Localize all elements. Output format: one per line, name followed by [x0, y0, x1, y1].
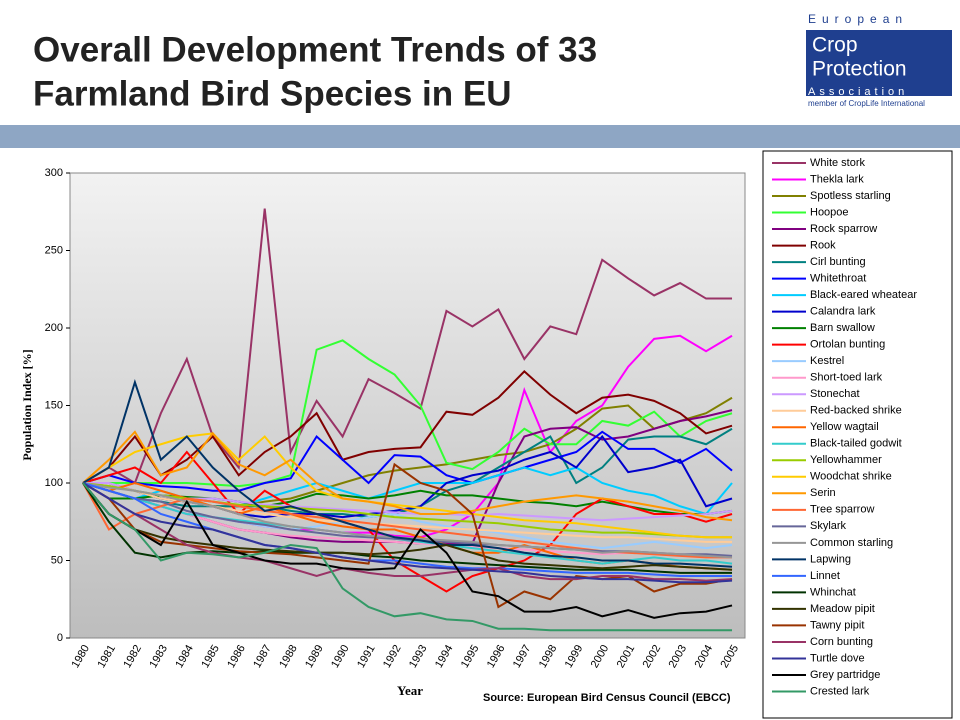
legend-label: Rock sparrow	[810, 223, 877, 235]
y-tick-label: 0	[57, 632, 63, 644]
y-axis-label: Population Index [%]	[20, 349, 34, 460]
y-tick-label: 150	[45, 399, 63, 411]
title-line: Overall Development Trends of 33	[33, 30, 597, 69]
legend-label: White stork	[810, 157, 866, 169]
series-line	[82, 482, 733, 559]
legend-label: Black-tailed godwit	[810, 438, 902, 450]
legend-label: Hoopoe	[810, 206, 849, 218]
series-line	[82, 450, 733, 593]
series-line	[82, 482, 733, 577]
legend-label: Turtle dove	[810, 652, 865, 664]
title-line: Farmland Bird Species in EU	[33, 74, 511, 113]
legend-label: Lapwing	[810, 553, 851, 565]
x-tick-label: 2003	[667, 643, 690, 670]
source-note: Source: European Bird Census Council (EB…	[483, 692, 731, 704]
series-line	[82, 482, 733, 584]
x-axis-label: Year	[397, 683, 423, 698]
y-tick-label: 200	[45, 322, 63, 334]
x-tick-label: 1989	[303, 643, 326, 670]
logo-box	[806, 30, 952, 96]
x-tick-label: 2000	[589, 643, 612, 670]
legend-label: Thekla lark	[810, 173, 864, 185]
legend-label: Rook	[810, 239, 836, 251]
legend-label: Yellowhammer	[810, 454, 882, 466]
header-band	[0, 125, 960, 148]
legend-box	[762, 150, 953, 719]
legend-label: Black-eared wheatear	[810, 289, 917, 301]
legend-label: Serin	[810, 487, 836, 499]
x-tick-label: 1993	[407, 643, 430, 670]
legend-label: Short-toed lark	[810, 372, 883, 384]
legend-label: Tree sparrow	[810, 504, 874, 516]
y-tick-label: 100	[45, 477, 63, 489]
x-tick-label: 2002	[641, 643, 664, 670]
x-tick-label: 1995	[459, 643, 482, 670]
legend-label: Whinchat	[810, 586, 856, 598]
legend-label: Kestrel	[810, 355, 844, 367]
x-tick-label: 1992	[381, 643, 404, 670]
series-line	[82, 339, 733, 488]
legend-label: Whitethroat	[810, 273, 866, 285]
legend-label: Corn bunting	[810, 636, 873, 648]
series-line	[82, 482, 733, 571]
x-tick-label: 1982	[121, 643, 144, 670]
legend-label: Cirl bunting	[810, 256, 866, 268]
x-tick-label: 1997	[511, 643, 534, 670]
x-tick-label: 1987	[251, 643, 274, 670]
series-line	[82, 432, 733, 539]
x-tick-label: 1996	[485, 643, 508, 670]
legend-label: Woodchat shrike	[810, 471, 892, 483]
legend-label: Common starling	[810, 537, 893, 549]
legend-label: Skylark	[810, 520, 847, 532]
legend-label: Calandra lark	[810, 306, 876, 318]
logo-text: Association	[808, 86, 908, 98]
x-tick-label: 1986	[225, 643, 248, 670]
x-tick-label: 1980	[69, 643, 92, 670]
series-line	[82, 430, 733, 522]
series-line	[82, 208, 733, 485]
legend-label: Spotless starling	[810, 190, 891, 202]
series-line	[82, 482, 733, 619]
y-tick-label: 50	[51, 554, 63, 566]
legend-label: Stonechat	[810, 388, 860, 400]
legend-label: Linnet	[810, 570, 840, 582]
series-line	[82, 430, 733, 492]
legend-label: Crested lark	[810, 685, 870, 697]
logo: European Crop Protection Association mem…	[806, 12, 952, 108]
x-tick-label: 1984	[173, 643, 196, 670]
x-tick-label: 2004	[693, 643, 716, 670]
series-line	[82, 482, 733, 582]
y-tick-label: 250	[45, 244, 63, 256]
legend-label: Red-backed shrike	[810, 405, 902, 417]
x-tick-label: 1991	[355, 643, 378, 670]
logo-text: member of CropLife International	[808, 99, 925, 108]
y-tick-label: 300	[45, 167, 63, 179]
x-tick-label: 2005	[718, 643, 741, 670]
legend-label: Grey partridge	[810, 669, 880, 681]
series-line	[82, 378, 733, 568]
legend-label: Meadow pipit	[810, 603, 875, 615]
x-tick-label: 2001	[615, 643, 638, 670]
x-tick-label: 1981	[95, 643, 118, 670]
logo-text: Protection	[812, 58, 907, 81]
logo-text: European	[808, 12, 908, 26]
x-tick-label: 1994	[433, 643, 456, 670]
legend-label: Yellow wagtail	[810, 421, 879, 433]
logo-text: Crop	[812, 34, 858, 57]
x-tick-label: 1985	[199, 643, 222, 670]
x-tick-label: 1988	[277, 643, 300, 670]
x-tick-label: 1999	[563, 643, 586, 670]
x-tick-label: 1998	[537, 643, 560, 670]
x-tick-label: 1983	[147, 643, 170, 670]
x-tick-label: 1990	[329, 643, 352, 670]
legend-label: Tawny pipit	[810, 619, 864, 631]
legend-label: Barn swallow	[810, 322, 875, 334]
legend-label: Ortolan bunting	[810, 339, 885, 351]
series-line	[82, 482, 733, 632]
